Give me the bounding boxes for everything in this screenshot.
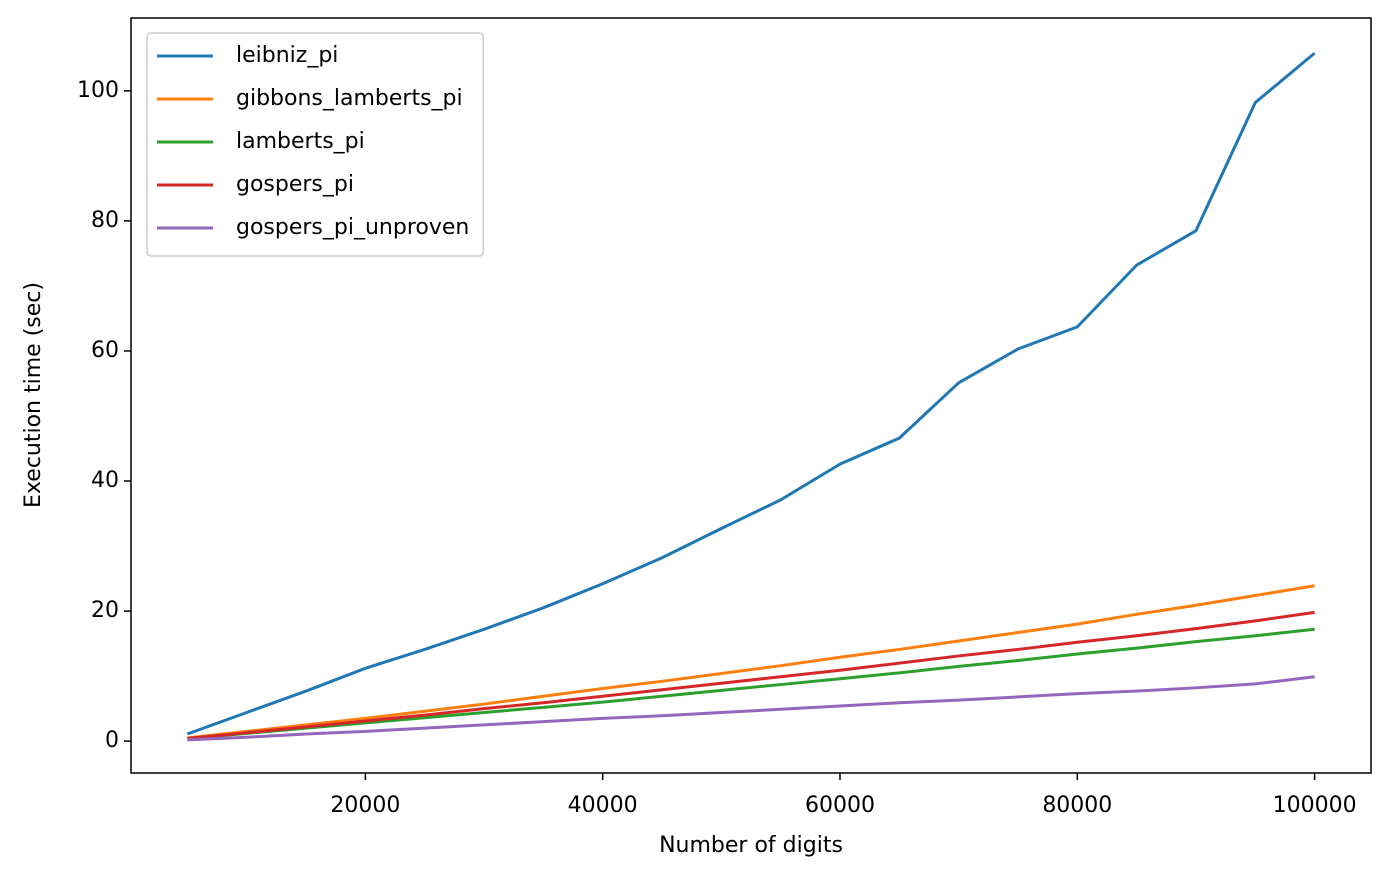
y-tick-label: 80 xyxy=(91,208,119,233)
y-tick-label: 40 xyxy=(91,468,119,493)
series-line xyxy=(187,627,1315,741)
legend-label: leibniz_pi xyxy=(236,43,338,68)
series-line xyxy=(187,584,1315,740)
y-axis-label: Execution time (sec) xyxy=(21,282,46,508)
series-line xyxy=(187,675,1315,742)
series-line xyxy=(187,610,1315,741)
legend-label: lamberts_pi xyxy=(236,129,365,154)
series-line xyxy=(186,51,1316,736)
x-tick-label: 100000 xyxy=(1273,793,1357,818)
y-tick-label: 60 xyxy=(91,338,119,363)
legend-label: gospers_pi xyxy=(236,172,354,197)
legend-box xyxy=(146,32,485,257)
legend-label: gospers_pi_unproven xyxy=(236,215,469,240)
plot-frame xyxy=(130,17,1372,774)
x-tick-label: 20000 xyxy=(330,793,400,818)
y-tick-label: 20 xyxy=(91,598,119,623)
x-tick-label: 60000 xyxy=(805,793,875,818)
legend-label: gibbons_lamberts_pi xyxy=(236,86,463,111)
x-tick-label: 80000 xyxy=(1042,793,1112,818)
x-axis-label: Number of digits xyxy=(659,833,843,858)
y-tick-label: 100 xyxy=(77,78,119,103)
x-tick-label: 40000 xyxy=(568,793,638,818)
y-tick-label: 0 xyxy=(105,728,119,753)
